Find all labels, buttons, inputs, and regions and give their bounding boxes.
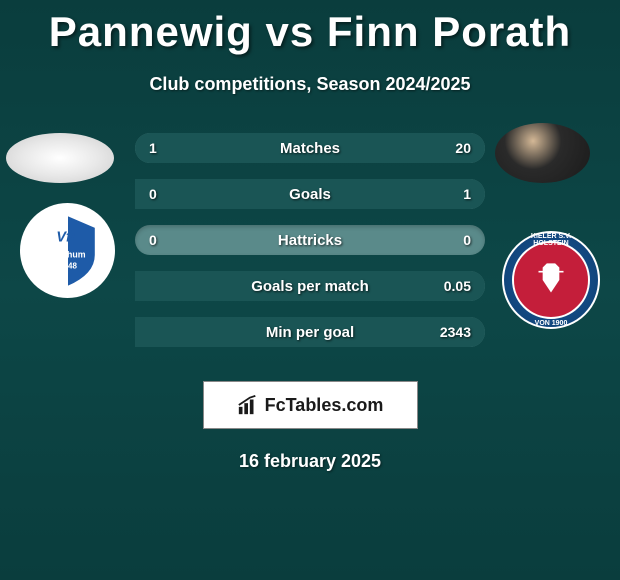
stat-label: Goals per match [251,278,369,295]
vfl-bochum-shield-icon: VfL Bochum 1848 [28,211,108,291]
stat-value-left: 1 [149,140,157,156]
comparison-area: VfL Bochum 1848 KIELER S.V. HOLSTEIN VON… [0,123,620,363]
club-left-logo: VfL Bochum 1848 [20,203,115,298]
stat-row: 1 Matches 20 [135,133,485,163]
stat-row: Min per goal 2343 [135,317,485,347]
stat-label: Hattricks [278,232,342,249]
stat-label: Matches [280,140,340,157]
page-title: Pannewig vs Finn Porath [0,0,620,56]
player-left-photo [6,133,114,183]
stat-value-right: 0 [463,232,471,248]
holstein-kiel-svg-icon [526,255,576,305]
stat-value-left: 0 [149,186,157,202]
stat-label: Goals [289,186,331,203]
holstein-kiel-inner-icon: KIELER S.V. HOLSTEIN VON 1900 [512,241,590,319]
stat-row: 0 Hattricks 0 [135,225,485,255]
subtitle: Club competitions, Season 2024/2025 [0,74,620,95]
svg-text:Bochum: Bochum [50,249,85,259]
club-right-text-bottom: VON 1900 [514,320,588,327]
stat-row: 0 Goals 1 [135,179,485,209]
stat-value-left: 0 [149,232,157,248]
stat-value-right: 2343 [440,324,471,340]
player-right-photo [495,123,590,183]
chart-icon [237,394,259,416]
date-label: 16 february 2025 [0,451,620,472]
club-right-logo: KIELER S.V. HOLSTEIN VON 1900 [502,231,600,329]
stat-row: Goals per match 0.05 [135,271,485,301]
stats-list: 1 Matches 20 0 Goals 1 0 Hattricks 0 Goals per ma… [135,133,485,363]
branding-box[interactable]: FcTables.com [203,381,418,429]
svg-text:1848: 1848 [59,261,77,270]
club-right-text-top: KIELER S.V. HOLSTEIN [514,233,588,247]
stat-label: Min per goal [266,324,354,341]
stat-value-right: 1 [463,186,471,202]
stat-value-right: 0.05 [444,278,471,294]
stat-value-right: 20 [455,140,471,156]
branding-text: FcTables.com [265,395,384,416]
svg-text:VfL: VfL [56,229,79,245]
